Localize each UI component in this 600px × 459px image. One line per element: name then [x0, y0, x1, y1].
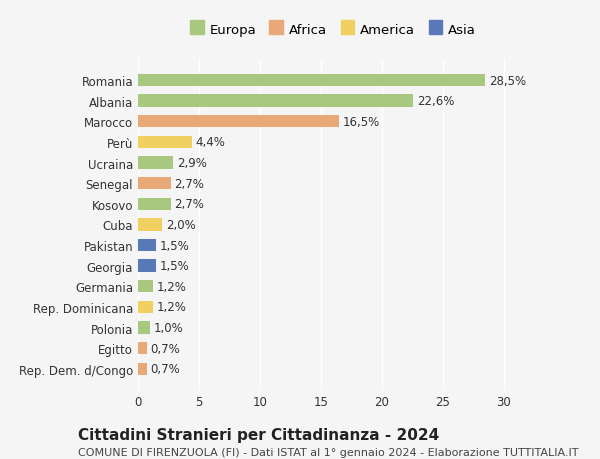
Bar [138, 342, 146, 354]
Text: 2,7%: 2,7% [175, 177, 205, 190]
Text: 28,5%: 28,5% [489, 74, 526, 87]
Bar [138, 260, 156, 272]
Bar [138, 75, 485, 87]
Bar [138, 178, 171, 190]
Text: 0,7%: 0,7% [150, 342, 180, 355]
Legend: Europa, Africa, America, Asia: Europa, Africa, America, Asia [190, 23, 476, 37]
Text: 22,6%: 22,6% [417, 95, 454, 108]
Bar [138, 219, 163, 231]
Text: 0,7%: 0,7% [150, 363, 180, 375]
Bar [138, 363, 146, 375]
Text: 2,0%: 2,0% [166, 218, 196, 231]
Text: 1,2%: 1,2% [156, 301, 186, 313]
Text: 1,5%: 1,5% [160, 239, 190, 252]
Bar [138, 198, 171, 211]
Bar [138, 280, 152, 293]
Bar [138, 322, 150, 334]
Bar [138, 157, 173, 169]
Bar [138, 136, 191, 149]
Text: 4,4%: 4,4% [195, 136, 225, 149]
Text: 2,7%: 2,7% [175, 198, 205, 211]
Text: COMUNE DI FIRENZUOLA (FI) - Dati ISTAT al 1° gennaio 2024 - Elaborazione TUTTITA: COMUNE DI FIRENZUOLA (FI) - Dati ISTAT a… [78, 448, 578, 458]
Bar [138, 116, 339, 128]
Bar [138, 95, 413, 107]
Text: 1,2%: 1,2% [156, 280, 186, 293]
Bar [138, 239, 156, 252]
Text: Cittadini Stranieri per Cittadinanza - 2024: Cittadini Stranieri per Cittadinanza - 2… [78, 427, 439, 442]
Text: 2,9%: 2,9% [177, 157, 207, 170]
Text: 1,0%: 1,0% [154, 321, 184, 334]
Text: 16,5%: 16,5% [343, 116, 380, 129]
Text: 1,5%: 1,5% [160, 260, 190, 273]
Bar [138, 301, 152, 313]
